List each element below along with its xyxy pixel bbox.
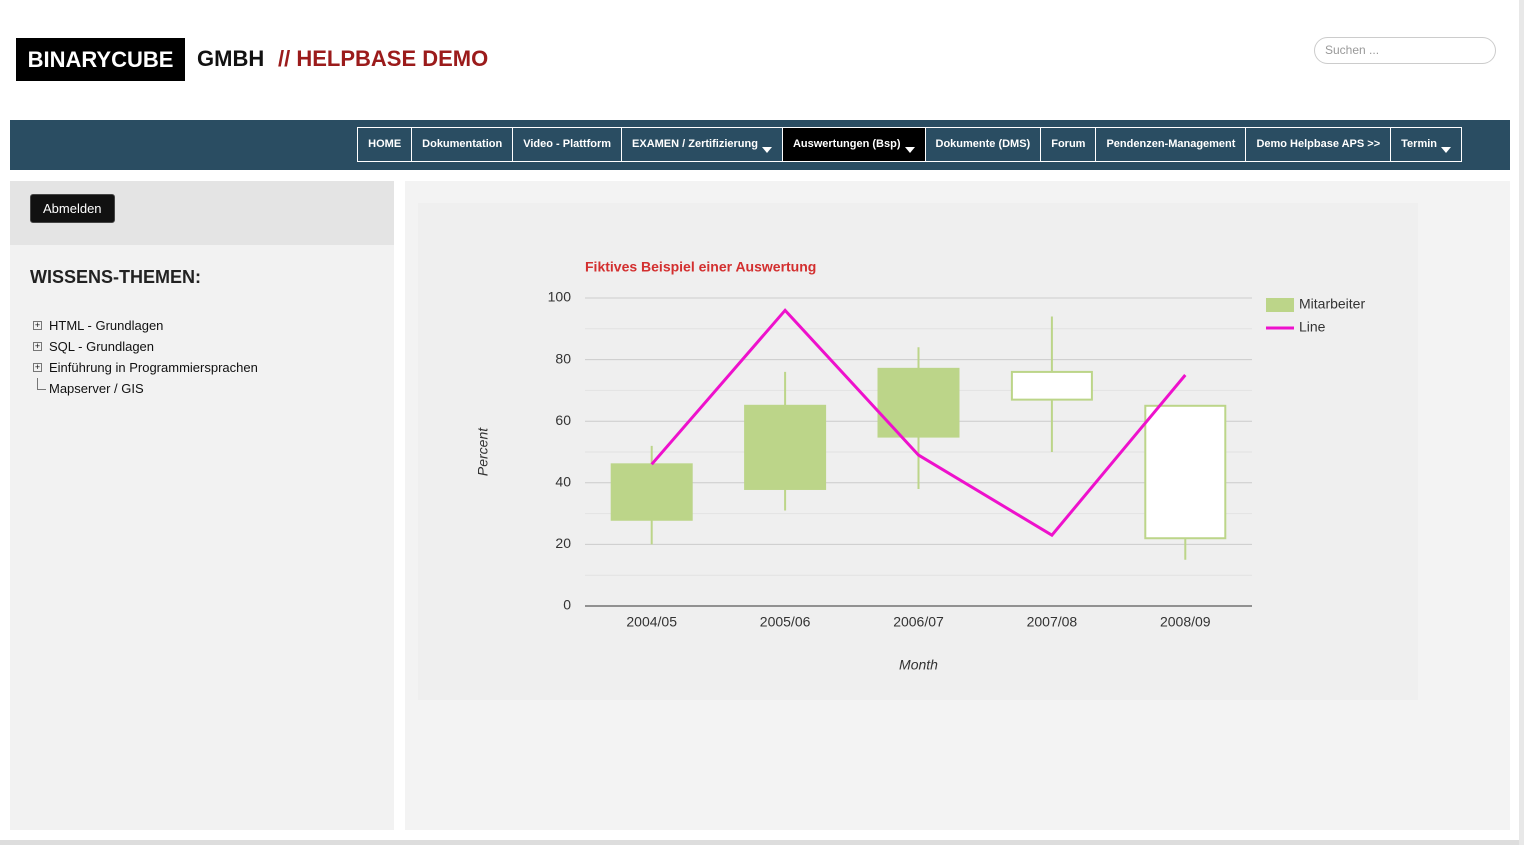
expand-icon: + [33,320,42,330]
chart-background [418,203,1418,700]
site-subtitle: // HELPBASE DEMO [278,46,489,71]
sidebar-heading: WISSENS-THEMEN: [30,267,201,287]
tree-item[interactable]: + Einführung in Programmiersprachen [32,357,258,378]
nav-item[interactable]: Termin [1390,127,1462,162]
nav-item[interactable]: Pendenzen-Management [1095,127,1247,162]
nav-item[interactable]: HOME [357,127,413,162]
nav-label: Video - Plattform [523,138,612,150]
expand-icon: + [33,341,42,351]
topic-tree: + HTML - Grundlagen + SQL - Grundlagen + Einf… [32,315,258,399]
nav-label: EXAMEN / Zertifizierung [632,138,758,150]
nav-menu: HOME Dokumentation Video - Plattform EXAMEN… [357,127,1462,162]
company-name: GMBH [197,46,265,71]
expand-icon: + [33,362,42,372]
nav-label: Pendenzen-Management [1106,138,1236,150]
nav-label: Demo Helpbase APS >> [1256,138,1381,150]
tree-item[interactable]: + HTML - Grundlagen [32,315,258,336]
search-input[interactable]: Suchen ... [1314,37,1496,64]
tree-label: HTML - Grundlagen [49,318,164,333]
tree-elbow [37,378,46,390]
nav-item[interactable]: Forum [1040,127,1097,162]
nav-item[interactable]: Auswertungen (Bsp) [781,127,926,162]
scrollbar [1519,0,1524,845]
bottom-border [0,840,1524,845]
nav-label: Termin [1401,138,1437,150]
sidebar-top: Abmelden [10,181,394,245]
nav-item[interactable]: Demo Helpbase APS >> [1245,127,1392,162]
tree-item[interactable]: Mapserver / GIS [32,378,258,399]
nav-label: Dokumente (DMS) [935,138,1031,150]
nav-label: Forum [1051,138,1086,150]
dropdown-arrow [761,147,772,153]
tree-label: Einführung in Programmiersprachen [49,360,258,375]
logo[interactable]: BINARYCUBE [16,38,185,81]
nav-item[interactable]: Dokumente (DMS) [924,127,1042,162]
sidebar: Abmelden WISSENS-THEMEN: + HTML - Grundla… [10,181,394,830]
tree-label: Mapserver / GIS [49,381,144,396]
nav-item[interactable]: Dokumentation [411,127,514,162]
nav-label: Auswertungen (Bsp) [792,138,901,150]
dropdown-arrow [1441,147,1451,153]
dropdown-arrow [904,147,915,153]
nav-label: HOME [368,138,402,150]
nav-label: Dokumentation [422,138,503,150]
tree-label: SQL - Grundlagen [49,339,155,354]
navbar: HOME Dokumentation Video - Plattform EXAMEN… [10,120,1510,170]
nav-item[interactable]: EXAMEN / Zertifizierung [621,127,783,162]
logout-button[interactable]: Abmelden [30,194,115,223]
nav-item[interactable]: Video - Plattform [512,127,623,162]
tree-item[interactable]: + SQL - Grundlagen [32,336,258,357]
